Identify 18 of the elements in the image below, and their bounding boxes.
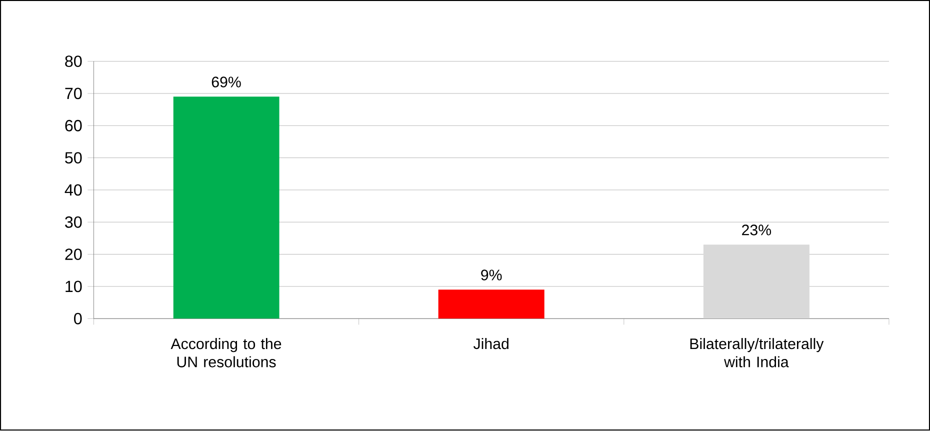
y-tick-label: 10 bbox=[66, 280, 82, 292]
y-tick-label: 30 bbox=[65, 216, 82, 228]
y-tick-label: 50 bbox=[65, 152, 82, 164]
bar bbox=[438, 290, 544, 319]
y-tick-label: 60 bbox=[65, 120, 82, 132]
data-label: 23% bbox=[742, 224, 772, 236]
x-tick-label: According to the UN resolutions bbox=[170, 338, 282, 368]
bar bbox=[173, 96, 280, 319]
y-tick-label: 0 bbox=[74, 313, 82, 325]
y-tick-label: 40 bbox=[64, 184, 82, 196]
y-tick-label: 80 bbox=[65, 56, 82, 68]
y-tick-label: 20 bbox=[65, 248, 82, 260]
x-tick-label: Jihad bbox=[473, 338, 508, 350]
x-tick-label: Bilaterally/trilaterally with India bbox=[690, 338, 824, 368]
data-label: 69% bbox=[212, 76, 241, 88]
y-tick-label: 70 bbox=[65, 88, 82, 100]
bar bbox=[703, 244, 810, 319]
data-label: 9% bbox=[481, 270, 502, 281]
